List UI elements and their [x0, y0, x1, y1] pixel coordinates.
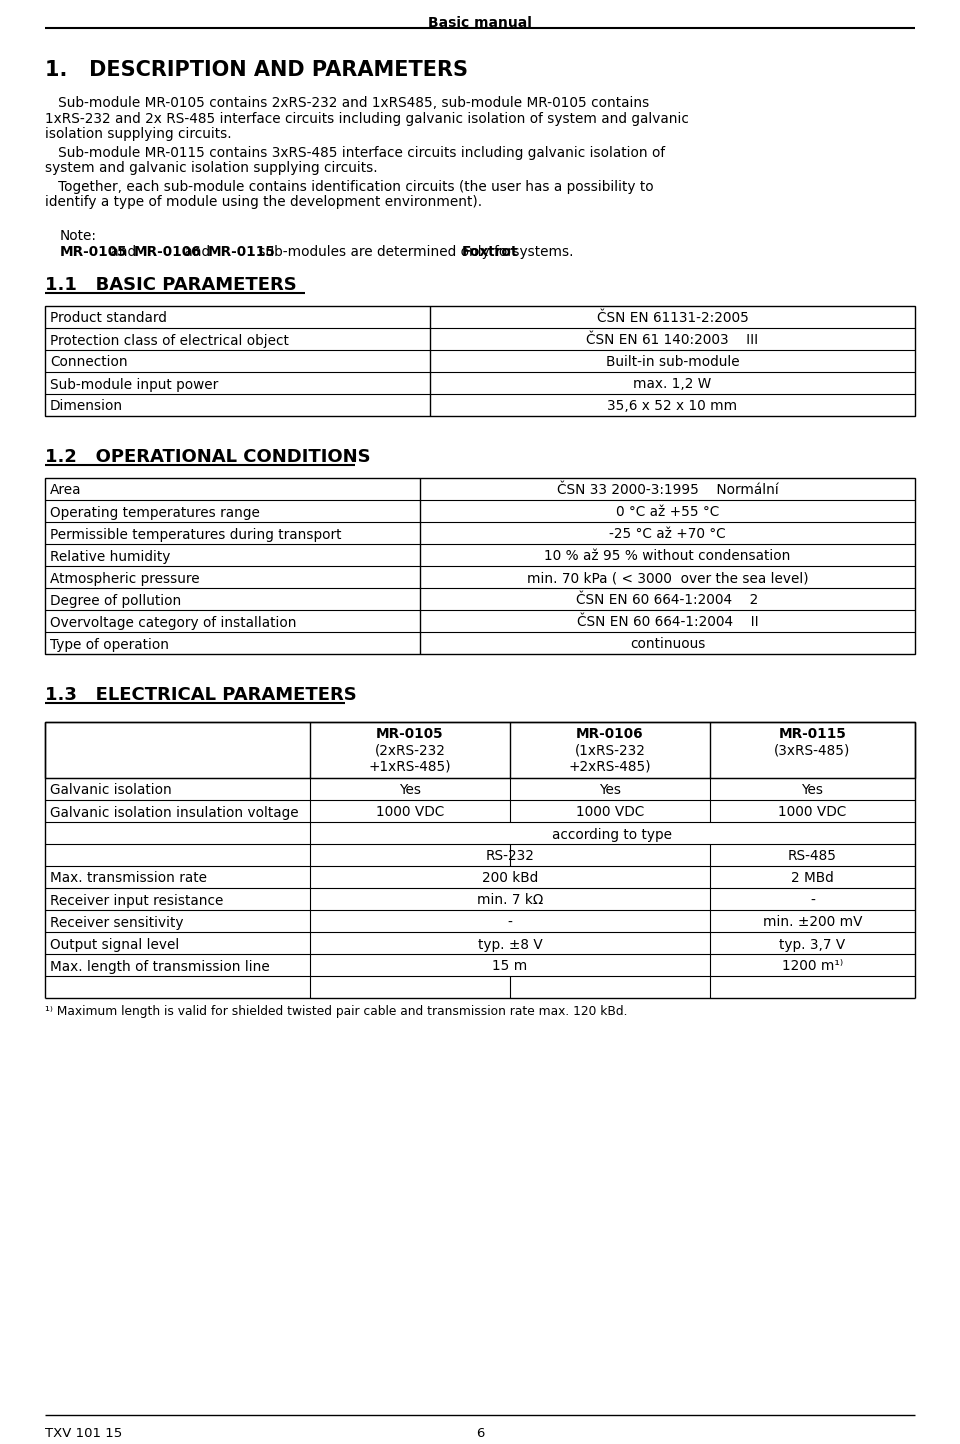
Text: Galvanic isolation: Galvanic isolation [50, 784, 172, 797]
Text: 6: 6 [476, 1427, 484, 1440]
Text: Atmospheric pressure: Atmospheric pressure [50, 572, 200, 585]
Text: 1000 VDC: 1000 VDC [376, 806, 444, 820]
Text: MR-0105: MR-0105 [60, 245, 128, 258]
Text: +1xRS-485): +1xRS-485) [369, 760, 451, 774]
Text: max. 1,2 W: max. 1,2 W [634, 377, 711, 391]
Text: Yes: Yes [399, 784, 421, 797]
Text: Yes: Yes [802, 784, 824, 797]
Text: Max. length of transmission line: Max. length of transmission line [50, 959, 270, 973]
Text: 1.3   ELECTRICAL PARAMETERS: 1.3 ELECTRICAL PARAMETERS [45, 686, 357, 703]
Text: 1xRS-232 and 2x RS-485 interface circuits including galvanic isolation of system: 1xRS-232 and 2x RS-485 interface circuit… [45, 111, 689, 126]
Text: (1xRS-232: (1xRS-232 [575, 744, 645, 758]
Text: MR-0115: MR-0115 [208, 245, 276, 258]
Text: 200 kBd: 200 kBd [482, 872, 539, 885]
Text: Basic manual: Basic manual [428, 16, 532, 30]
Text: Together, each sub-module contains identification circuits (the user has a possi: Together, each sub-module contains ident… [45, 179, 654, 193]
Text: 1.1   BASIC PARAMETERS: 1.1 BASIC PARAMETERS [45, 276, 297, 293]
Text: and: and [180, 245, 214, 258]
Text: -: - [810, 894, 815, 907]
Bar [45, 306, 915, 416]
Text: Galvanic isolation insulation voltage: Galvanic isolation insulation voltage [50, 806, 299, 820]
Text: min. 70 kPa ( < 3000  over the sea level): min. 70 kPa ( < 3000 over the sea level) [527, 572, 808, 585]
Text: -25 °C až +70 °C: -25 °C až +70 °C [610, 527, 726, 542]
Text: Connection: Connection [50, 355, 128, 370]
Text: Max. transmission rate: Max. transmission rate [50, 872, 207, 885]
Text: Sub-module MR-0105 contains 2xRS-232 and 1xRS485, sub-module MR-0105 contains: Sub-module MR-0105 contains 2xRS-232 and… [45, 95, 649, 110]
Text: 2 MBd: 2 MBd [791, 872, 834, 885]
Text: (2xRS-232: (2xRS-232 [374, 744, 445, 758]
Text: Built-in sub-module: Built-in sub-module [606, 355, 739, 370]
Text: and: and [106, 245, 140, 258]
Text: Area: Area [50, 484, 82, 498]
Text: Protection class of electrical object: Protection class of electrical object [50, 334, 289, 348]
Text: ČSN EN 61131-2:2005: ČSN EN 61131-2:2005 [596, 312, 749, 325]
Text: 1000 VDC: 1000 VDC [779, 806, 847, 820]
Text: MR-0106: MR-0106 [576, 728, 644, 742]
Text: (3xRS-485): (3xRS-485) [775, 744, 851, 758]
Text: Note:: Note: [60, 228, 97, 243]
Text: Permissible temperatures during transport: Permissible temperatures during transpor… [50, 527, 342, 542]
Text: Foxtrot: Foxtrot [462, 245, 518, 258]
Text: Operating temperatures range: Operating temperatures range [50, 505, 260, 520]
Text: ČSN 33 2000-3:1995    Normální: ČSN 33 2000-3:1995 Normální [557, 484, 779, 498]
Text: Degree of pollution: Degree of pollution [50, 593, 181, 608]
Text: isolation supplying circuits.: isolation supplying circuits. [45, 127, 231, 142]
Text: ČSN EN 61 140:2003    III: ČSN EN 61 140:2003 III [587, 334, 758, 348]
Text: Type of operation: Type of operation [50, 637, 169, 651]
Text: 15 m: 15 m [492, 959, 528, 973]
Text: 1.   DESCRIPTION AND PARAMETERS: 1. DESCRIPTION AND PARAMETERS [45, 61, 468, 79]
Text: according to type: according to type [553, 827, 673, 842]
Text: min. ±200 mV: min. ±200 mV [763, 915, 862, 930]
Text: ČSN EN 60 664-1:2004    2: ČSN EN 60 664-1:2004 2 [576, 593, 758, 608]
Text: min. 7 kΩ: min. 7 kΩ [477, 894, 543, 907]
Text: Dimension: Dimension [50, 400, 123, 413]
Text: Output signal level: Output signal level [50, 937, 180, 952]
Text: 1000 VDC: 1000 VDC [576, 806, 644, 820]
Text: ¹⁾ Maximum length is valid for shielded twisted pair cable and transmission rate: ¹⁾ Maximum length is valid for shielded … [45, 1005, 628, 1018]
Bar [45, 722, 915, 777]
Text: 10 % až 95 % without condensation: 10 % až 95 % without condensation [544, 550, 791, 563]
Text: MR-0105: MR-0105 [376, 728, 444, 742]
Text: MR-0106: MR-0106 [134, 245, 202, 258]
Text: Sub-module MR-0115 contains 3xRS-485 interface circuits including galvanic isola: Sub-module MR-0115 contains 3xRS-485 int… [45, 146, 665, 159]
Text: Relative humidity: Relative humidity [50, 550, 170, 563]
Text: RS-232: RS-232 [486, 849, 535, 864]
Text: system and galvanic isolation supplying circuits.: system and galvanic isolation supplying … [45, 160, 377, 175]
Text: Overvoltage category of installation: Overvoltage category of installation [50, 615, 297, 630]
Text: MR-0115: MR-0115 [779, 728, 847, 742]
Text: Receiver input resistance: Receiver input resistance [50, 894, 224, 907]
Text: TXV 101 15: TXV 101 15 [45, 1427, 122, 1440]
Text: typ. 3,7 V: typ. 3,7 V [780, 937, 846, 952]
Text: -: - [508, 915, 513, 930]
Text: identify a type of module using the development environment).: identify a type of module using the deve… [45, 195, 482, 209]
Text: 1200 m¹⁾: 1200 m¹⁾ [782, 959, 843, 973]
Text: RS-485: RS-485 [788, 849, 837, 864]
Text: ČSN EN 60 664-1:2004    II: ČSN EN 60 664-1:2004 II [577, 615, 758, 630]
Text: Product standard: Product standard [50, 312, 167, 325]
Text: continuous: continuous [630, 637, 706, 651]
Text: 35,6 x 52 x 10 mm: 35,6 x 52 x 10 mm [608, 400, 737, 413]
Text: +2xRS-485): +2xRS-485) [568, 760, 651, 774]
Text: typ. ±8 V: typ. ±8 V [478, 937, 542, 952]
Text: Yes: Yes [599, 784, 621, 797]
Text: 1.2   OPERATIONAL CONDITIONS: 1.2 OPERATIONAL CONDITIONS [45, 448, 371, 465]
Text: sub-modules are determined only for: sub-modules are determined only for [253, 245, 517, 258]
Bar [45, 478, 915, 654]
Text: 0 °C až +55 °C: 0 °C až +55 °C [616, 505, 719, 520]
Text: Receiver sensitivity: Receiver sensitivity [50, 915, 183, 930]
Text: systems.: systems. [508, 245, 573, 258]
Text: Sub-module input power: Sub-module input power [50, 377, 218, 391]
